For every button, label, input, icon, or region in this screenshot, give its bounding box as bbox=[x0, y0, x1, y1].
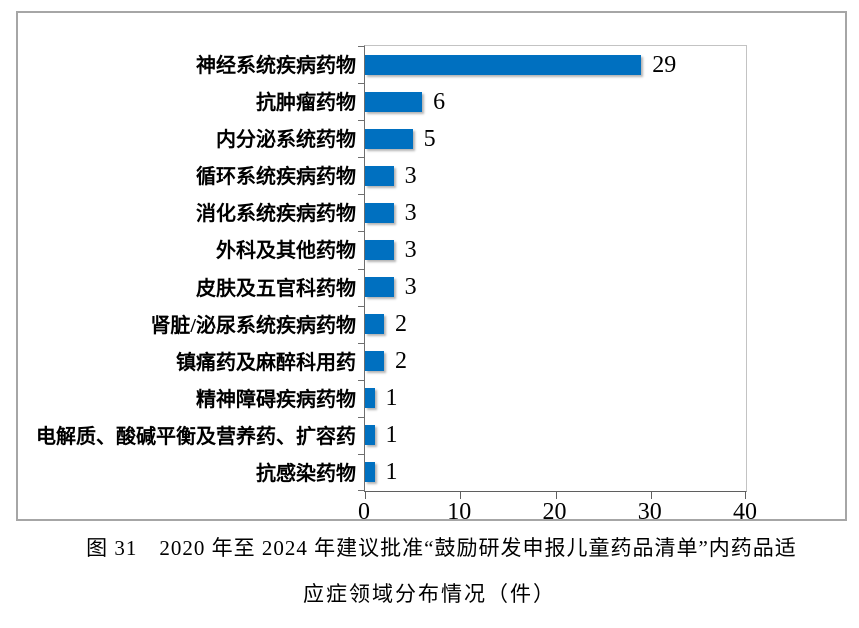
bar-value-label: 2 bbox=[395, 348, 408, 375]
category-label: 内分泌系统药物 bbox=[216, 129, 356, 152]
chart-frame: 神经系统疾病药物抗肿瘤药物内分泌系统药物循环系统疾病药物 消化系统疾病药物外科及其… bbox=[16, 11, 847, 525]
bar bbox=[365, 388, 375, 409]
y-axis-tick bbox=[358, 453, 365, 455]
category-label: 皮肤及五官科药物 bbox=[196, 277, 356, 300]
x-axis-tick-label: 10 bbox=[447, 499, 472, 525]
x-axis-tick bbox=[365, 491, 366, 499]
category-label: 镇痛药及麻醉科用药 bbox=[176, 351, 356, 374]
y-axis-tick bbox=[358, 416, 365, 418]
y-axis-tick bbox=[358, 379, 365, 381]
category-label: 消化系统疾病药物 bbox=[196, 203, 356, 226]
bar-value-label: 3 bbox=[404, 162, 417, 189]
y-axis-tick bbox=[358, 83, 365, 85]
bar-value-label: 3 bbox=[404, 274, 417, 301]
caption-line-2: 应症领域分布情况（件） bbox=[303, 582, 556, 606]
caption-line-1: 图 31 2020 年至 2024 年建议批准“鼓励研发申报儿童药品清单”内药品… bbox=[86, 536, 797, 560]
x-axis-tick bbox=[650, 491, 652, 499]
x-axis-tick-label: 20 bbox=[542, 499, 567, 525]
y-axis-tick bbox=[358, 490, 365, 491]
category-label: 抗感染药物 bbox=[256, 462, 356, 485]
bar bbox=[365, 91, 423, 112]
bar-value-label: 3 bbox=[404, 199, 417, 226]
bar bbox=[365, 128, 413, 149]
category-label: 精神障碍疾病药物 bbox=[196, 388, 356, 411]
category-label: 神经系统疾病药物 bbox=[196, 55, 356, 78]
y-axis-tick bbox=[358, 342, 365, 344]
y-axis-tick bbox=[358, 157, 365, 159]
category-labels: 神经系统疾病药物抗肿瘤药物内分泌系统药物循环系统疾病药物 消化系统疾病药物外科及其… bbox=[26, 45, 356, 490]
x-axis-labels: 0 10 20 30 40 bbox=[358, 499, 757, 527]
x-axis-tick-label: 0 bbox=[358, 499, 370, 525]
x-axis-tick-label: 30 bbox=[637, 499, 662, 525]
bar-value-label: 6 bbox=[433, 88, 446, 115]
bar bbox=[365, 202, 394, 223]
bar bbox=[365, 425, 375, 446]
y-axis-tick bbox=[358, 305, 365, 307]
category-label: 肾脏/泌尿系统疾病药物 bbox=[150, 314, 356, 337]
plot-area: 29 6 5 3 3 3 3 2 2 1 1 1 bbox=[358, 45, 747, 499]
bar bbox=[365, 165, 394, 186]
bar-value-label: 5 bbox=[423, 125, 436, 152]
x-axis-tick bbox=[460, 491, 462, 499]
bar bbox=[365, 351, 385, 372]
bar-value-label: 29 bbox=[652, 51, 677, 78]
figure-caption: 图 31 2020 年至 2024 年建议批准“鼓励研发申报儿童药品清单”内药品… bbox=[0, 538, 859, 605]
y-axis-tick bbox=[358, 194, 365, 196]
bar-value-label: 3 bbox=[404, 236, 417, 263]
y-axis-tick bbox=[358, 231, 365, 233]
bar-value-label: 1 bbox=[385, 422, 398, 449]
y-axis-tick bbox=[358, 268, 365, 270]
x-axis-tick-label: 40 bbox=[733, 499, 757, 525]
category-label: 外科及其他药物 bbox=[216, 240, 356, 263]
bar bbox=[365, 314, 385, 335]
y-axis-tick bbox=[358, 46, 365, 47]
category-label: 循环系统疾病药物 bbox=[196, 166, 356, 189]
bar bbox=[365, 54, 642, 75]
bar bbox=[365, 277, 394, 298]
category-label: 抗肿瘤药物 bbox=[256, 92, 356, 115]
bar-value-label: 1 bbox=[385, 385, 398, 412]
x-axis-tick bbox=[745, 491, 746, 499]
bar-value-label: 2 bbox=[395, 311, 408, 338]
x-axis-tick bbox=[555, 491, 557, 499]
y-axis-tick bbox=[358, 120, 365, 122]
bar bbox=[365, 239, 394, 260]
category-label: 电解质、酸碱平衡及营养药、扩容药 bbox=[36, 425, 356, 448]
bar bbox=[365, 462, 375, 483]
bar-value-label: 1 bbox=[385, 459, 398, 486]
